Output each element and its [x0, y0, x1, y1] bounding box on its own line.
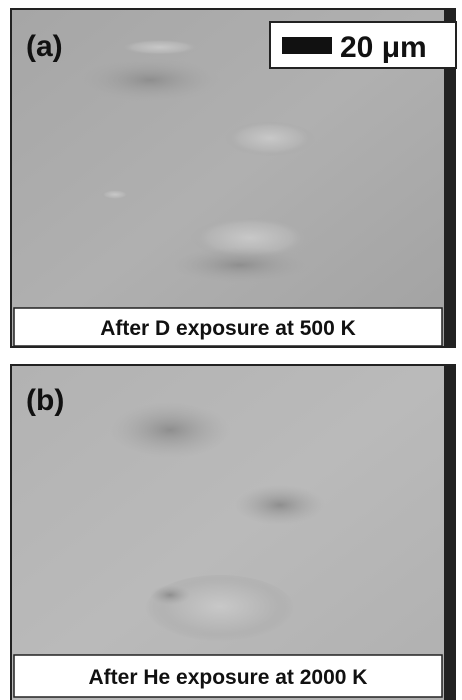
feature: [235, 485, 325, 525]
panel-label: (a): [26, 30, 63, 63]
feature: [225, 122, 315, 158]
feature: [80, 58, 220, 102]
scale-bar: [282, 37, 332, 54]
feature: [170, 247, 310, 283]
panel-label: (b): [26, 384, 64, 417]
feature: [120, 40, 200, 56]
caption-box: [13, 307, 443, 347]
feature: [101, 190, 129, 200]
caption: After D exposure at 500 K: [100, 317, 356, 340]
scale-box: [269, 21, 457, 69]
caption-box: [13, 654, 443, 698]
feature: [150, 585, 190, 605]
scale-label: 20 μm: [340, 31, 427, 64]
feature: [110, 402, 230, 458]
micrograph: [12, 366, 444, 700]
caption: After He exposure at 2000 K: [89, 666, 368, 689]
panel-a: (a) 20 μm After D exposure at 500 K: [10, 8, 457, 348]
panel-b: (b) After He exposure at 2000 K: [10, 364, 456, 700]
